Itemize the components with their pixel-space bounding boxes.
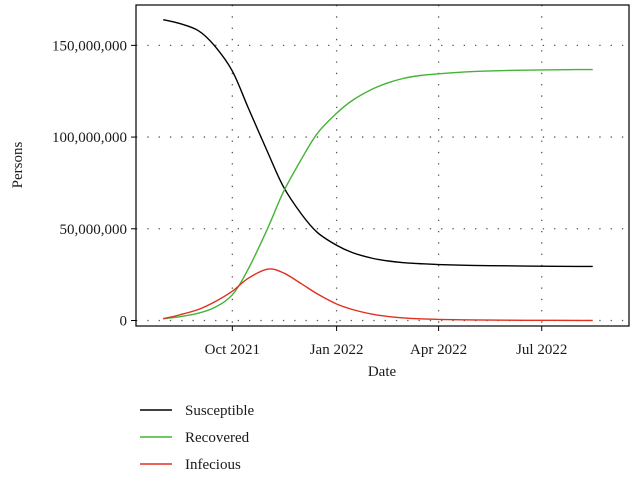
- y-axis: 0 50,000,000 100,000,000 150,000,000: [52, 38, 136, 329]
- legend-label-recovered: Recovered: [185, 430, 250, 446]
- x-tick-label: Apr 2022: [410, 342, 467, 358]
- series-line-infecious: [163, 268, 593, 322]
- plot-frame: [135, 4, 630, 327]
- legend-label-susceptible: Susceptible: [185, 403, 254, 419]
- series-line-susceptible: [163, 18, 593, 268]
- x-tick-label: Jan 2022: [310, 342, 364, 358]
- legend-label-infecious: Infecious: [185, 457, 241, 472]
- x-tick-label: Oct 2021: [205, 342, 260, 358]
- legend: Susceptible Recovered Infecious: [140, 403, 254, 473]
- y-tick-label: 150,000,000: [52, 38, 127, 54]
- x-axis-title: Date: [368, 364, 397, 380]
- series-lines: [163, 18, 593, 322]
- grid: [136, 5, 629, 326]
- x-axis: Oct 2021 Jan 2022 Apr 2022 Jul 2022: [205, 326, 567, 358]
- x-tick-label: Jul 2022: [516, 342, 567, 358]
- series-line-recovered: [163, 68, 593, 320]
- y-axis-title: Persons: [10, 142, 26, 189]
- y-tick-label: 100,000,000: [52, 130, 127, 146]
- y-tick-label: 0: [120, 313, 128, 329]
- y-tick-label: 50,000,000: [60, 222, 128, 238]
